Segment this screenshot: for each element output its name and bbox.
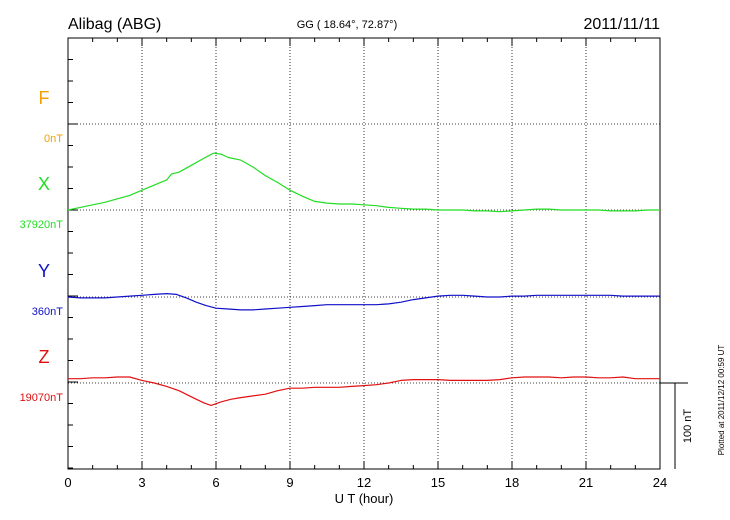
x-tick-label: 15 — [431, 475, 445, 490]
x-tick-labels: 0 3 6 9 12 15 18 21 24 — [64, 475, 667, 490]
x-tick-label: 6 — [212, 475, 219, 490]
series-baseline-f: 0nT — [44, 133, 63, 145]
x-tick-label: 21 — [579, 475, 593, 490]
x-axis-label: U T (hour) — [335, 491, 394, 506]
series-line-z — [68, 376, 660, 406]
series-name-y: Y — [38, 261, 50, 281]
series-baseline-x: 37920nT — [20, 219, 64, 231]
coordinates-label: GG ( 18.64°, 72.87°) — [297, 19, 398, 31]
scale-bar-label: 100 nT — [682, 409, 694, 444]
series-baseline-y: 360nT — [32, 306, 63, 318]
axis-ticks — [67, 38, 661, 469]
date-label: 2011/11/11 — [583, 16, 660, 33]
series-name-z: Z — [39, 347, 50, 367]
series-name-f: F — [39, 88, 50, 108]
x-tick-label: 18 — [505, 475, 519, 490]
scale-bar: 100 nT — [660, 382, 694, 469]
plotted-timestamp: Plotted at 2011/12/12 00:59 UT — [717, 345, 726, 456]
series-labels: F 0nT X 37920nT Y 360nT Z 19070nT — [20, 88, 64, 404]
x-tick-label: 3 — [138, 475, 145, 490]
x-tick-label: 24 — [653, 475, 667, 490]
x-tick-label: 0 — [64, 475, 71, 490]
grid-lines — [68, 38, 660, 469]
x-tick-label: 12 — [357, 475, 371, 490]
series-line-x — [67, 152, 660, 213]
series-name-x: X — [38, 174, 50, 194]
x-tick-label: 9 — [286, 475, 293, 490]
series-traces — [67, 152, 660, 406]
series-baseline-z: 19070nT — [20, 392, 64, 404]
station-title: Alibag (ABG) — [68, 16, 161, 33]
series-line-y — [67, 293, 660, 311]
